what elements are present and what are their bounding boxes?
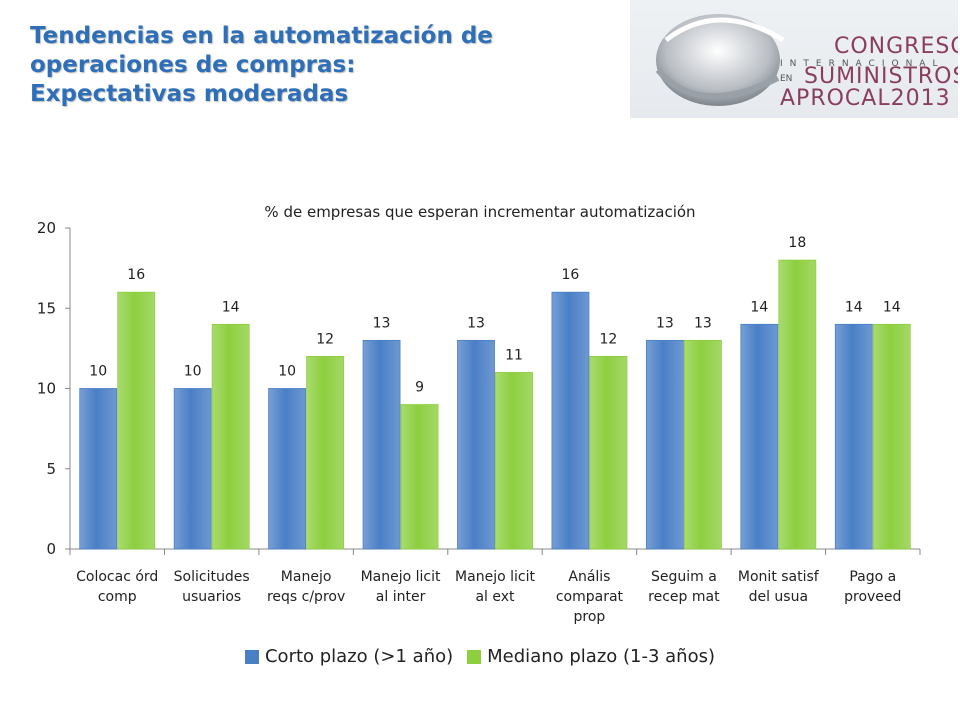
bar-medium-term: [117, 291, 156, 550]
data-label: 13: [694, 315, 712, 331]
x-category-label: prop: [574, 609, 606, 625]
y-tick-label: 15: [37, 299, 56, 317]
data-label: 13: [656, 315, 674, 331]
chart-legend: Corto plazo (>1 año) Mediano plazo (1-3 …: [0, 646, 960, 667]
data-label: 16: [562, 267, 580, 283]
bar-short-term: [551, 291, 590, 550]
x-category-label: al ext: [475, 589, 515, 605]
bar-medium-term: [400, 404, 439, 550]
x-category-label: del usua: [749, 589, 808, 605]
logo-emblem-icon: [655, 14, 785, 106]
y-tick-label: 5: [46, 460, 56, 478]
data-label: 9: [415, 380, 424, 396]
x-category-label: Monit satisf: [738, 569, 820, 585]
logo-line-suministros: SUMINISTROS: [804, 64, 958, 89]
slide-title-line-1: Tendencias en la automatización de: [30, 23, 493, 49]
slide-title-line-3: Expectativas moderadas: [30, 81, 349, 107]
x-category-label: comparat: [556, 589, 624, 605]
bar-short-term: [79, 388, 118, 550]
bar-short-term: [834, 323, 873, 550]
data-label: 16: [127, 267, 145, 283]
x-category-label: usuarios: [182, 589, 241, 605]
x-category-label: Colocac órd: [76, 569, 158, 585]
data-label: 13: [373, 315, 391, 331]
data-label: 14: [222, 299, 240, 315]
bar-short-term: [362, 339, 401, 550]
legend-item-medium-term: Mediano plazo (1-3 años): [467, 646, 715, 667]
x-category-label: recep mat: [648, 589, 720, 605]
x-category-label: reqs c/prov: [267, 589, 345, 605]
data-label: 14: [845, 299, 863, 315]
logo-line-congreso: CONGRESO: [834, 34, 958, 59]
x-category-label: Manejo licit: [361, 569, 441, 585]
bar-medium-term: [495, 372, 533, 550]
bar-short-term: [268, 388, 307, 550]
x-category-label: proveed: [844, 589, 901, 605]
y-tick-label: 0: [46, 540, 56, 558]
legend-item-short-term: Corto plazo (>1 año): [244, 646, 454, 667]
bar-short-term: [457, 339, 495, 550]
x-category-label: Manejo: [281, 569, 332, 585]
bar-short-term: [645, 339, 684, 550]
bar-medium-term: [872, 323, 911, 550]
logo-line-aprocal: APROCAL2013: [780, 86, 951, 111]
data-label: 12: [316, 331, 334, 347]
data-label: 12: [600, 331, 618, 347]
x-category-label: al inter: [376, 589, 426, 605]
congress-logo: CONGRESO INTERNACIONAL EN SUMINISTROS AP…: [630, 0, 958, 118]
x-category-label: Seguim a: [651, 569, 717, 585]
slide-title: Tendencias en la automatización de opera…: [30, 22, 590, 109]
data-label: 14: [750, 299, 768, 315]
data-label: 18: [788, 235, 806, 251]
x-category-label: Manejo licit: [455, 569, 535, 585]
x-category-label: comp: [98, 589, 137, 605]
x-category-label: Pago a: [849, 569, 896, 585]
legend-swatch-blue: [244, 649, 259, 664]
legend-label-medium-term: Mediano plazo (1-3 años): [487, 646, 715, 667]
data-label: 11: [505, 347, 523, 363]
logo-line-internacional: INTERNACIONAL: [780, 59, 945, 69]
data-label: 14: [883, 299, 901, 315]
bar-medium-term: [211, 323, 250, 550]
x-category-label: Solicitudes: [174, 569, 250, 585]
bar-medium-term: [306, 355, 345, 550]
chart-title: % de empresas que esperan incrementar au…: [264, 203, 696, 221]
data-label: 10: [184, 364, 202, 380]
legend-swatch-green: [467, 649, 482, 664]
x-category-label: Anális: [568, 569, 610, 585]
data-label: 10: [278, 364, 296, 380]
bar-short-term: [173, 388, 212, 550]
slide-title-line-2: operaciones de compras:: [30, 52, 356, 78]
bar-medium-term: [683, 339, 722, 550]
y-tick-label: 10: [37, 380, 56, 398]
y-tick-label: 20: [37, 219, 56, 237]
bar-short-term: [740, 323, 779, 550]
data-label: 10: [89, 364, 107, 380]
bar-medium-term: [589, 355, 628, 550]
data-label: 13: [467, 315, 485, 331]
legend-label-short-term: Corto plazo (>1 año): [264, 646, 454, 667]
logo-line-en: EN: [780, 74, 793, 84]
bar-medium-term: [778, 259, 817, 550]
